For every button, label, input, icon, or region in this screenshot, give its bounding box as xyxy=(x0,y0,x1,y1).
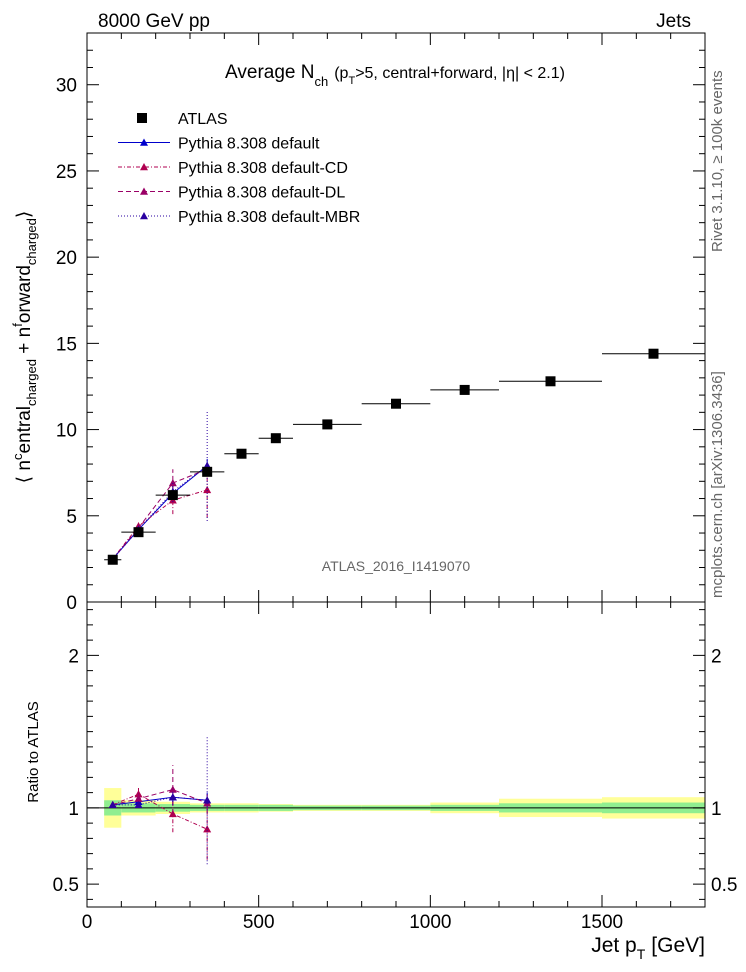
ratio-series-point xyxy=(203,825,212,833)
ratio-series-point xyxy=(203,796,212,804)
y-tick-label: 5 xyxy=(66,507,77,528)
ratio-series-point xyxy=(168,793,177,801)
legend-marker xyxy=(140,212,148,220)
data-point xyxy=(545,376,556,387)
header-right: Jets xyxy=(656,11,691,32)
data-point xyxy=(133,527,144,538)
series-line xyxy=(112,465,208,560)
legend-marker xyxy=(140,163,148,171)
legend-label: Pythia 8.308 default-MBR xyxy=(178,209,360,226)
ratio-y-tick-label-right: 1 xyxy=(711,799,722,820)
chart-title: Average Nch (pT>5, central+forward, |η| <… xyxy=(225,62,565,89)
y-tick-label: 20 xyxy=(56,248,77,269)
legend-marker-atlas xyxy=(137,113,147,123)
x-tick-label: 500 xyxy=(243,912,275,933)
ratio-series-point xyxy=(108,800,117,809)
ratio-frame xyxy=(86,601,706,908)
ratio-y-tick-label-right: 2 xyxy=(711,646,722,667)
data-point xyxy=(202,466,213,477)
ratio-series-line xyxy=(112,793,208,830)
legend: ATLAS Pythia 8.308 default Pythia 8.308 de… xyxy=(118,111,360,226)
ratio-series-line xyxy=(112,796,208,806)
data-point xyxy=(107,554,118,565)
legend-label: ATLAS xyxy=(178,111,228,128)
legend-label: Pythia 8.308 default xyxy=(178,136,320,153)
ratio-y-axis-label: Ratio to ATLAS xyxy=(25,701,42,802)
ratio-panel: 0 500 1000 1500 0.5 0.5 1 1 2 2 xyxy=(53,601,737,933)
x-axis-label: Jet pT [GeV] xyxy=(591,934,705,962)
y-tick-label: 0 xyxy=(66,593,77,614)
main-panel: 0 5 10 15 20 25 30 xyxy=(56,32,706,614)
ratio-series-point xyxy=(134,800,143,809)
y-tick-label: 25 xyxy=(56,162,77,183)
data-point xyxy=(167,490,178,501)
series-point xyxy=(168,479,177,487)
data-point xyxy=(236,448,247,459)
y-tick-label: 15 xyxy=(56,334,77,355)
data-point xyxy=(648,348,659,359)
ratio-y-tick-label-right: 0.5 xyxy=(711,875,737,896)
y-axis-label: ⟨ ncentralcharged + nforwardcharged⟩ xyxy=(10,211,39,484)
ratio-series-point xyxy=(134,794,143,802)
data-point xyxy=(391,398,401,409)
legend-marker xyxy=(140,138,148,146)
legend-label: Pythia 8.308 default-DL xyxy=(178,185,345,202)
ratio-y-tick-label: 0.5 xyxy=(53,875,79,896)
series-line xyxy=(112,465,208,560)
rivet-label: Rivet 3.1.10, ≥ 100k events xyxy=(709,70,726,252)
y-tick-label: 30 xyxy=(56,76,77,97)
analysis-label: ATLAS_2016_I1419070 xyxy=(322,558,471,574)
header-left: 8000 GeV pp xyxy=(98,11,210,32)
data-point xyxy=(270,433,281,444)
series-line xyxy=(112,468,208,560)
ratio-series-line xyxy=(112,789,208,806)
data-point xyxy=(459,384,470,395)
x-tick-label: 0 xyxy=(82,912,93,933)
x-tick-label: 1000 xyxy=(409,912,451,933)
ratio-y-tick-label: 2 xyxy=(68,646,79,667)
legend-marker xyxy=(140,187,148,195)
y-tick-label: 10 xyxy=(56,421,77,442)
data-point xyxy=(322,419,333,430)
x-tick-label: 1500 xyxy=(581,912,623,933)
series-point xyxy=(203,485,212,494)
legend-label: Pythia 8.308 default-CD xyxy=(178,160,348,177)
ratio-series-point xyxy=(168,785,177,793)
mcplots-label: mcplots.cern.ch [arXiv:1306.3436] xyxy=(709,371,726,598)
ratio-y-tick-label: 1 xyxy=(68,799,79,820)
